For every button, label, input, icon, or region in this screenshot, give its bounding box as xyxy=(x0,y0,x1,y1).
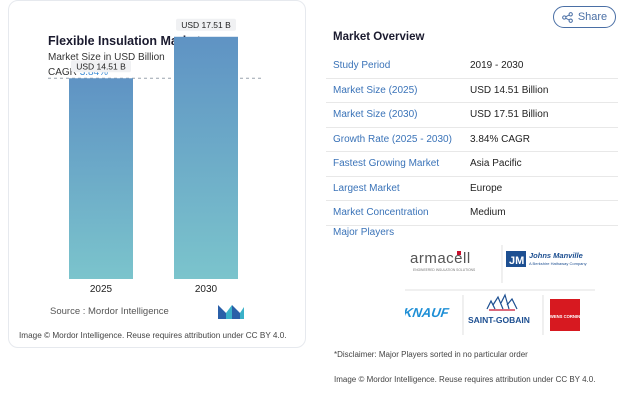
owens-corning-name: OWENS CORNING xyxy=(547,314,584,319)
overview-copyright: Image © Mordor Intelligence. Reuse requi… xyxy=(334,375,596,384)
chart-title: Flexible Insulation Market xyxy=(48,34,201,48)
saint-gobain-name: SAINT-GOBAIN xyxy=(468,315,530,325)
bar-2025 xyxy=(69,78,133,279)
row-key[interactable]: Study Period xyxy=(333,60,391,72)
row-key[interactable]: Market Size (2030) xyxy=(333,109,418,121)
bar-2030 xyxy=(174,36,238,279)
share-button[interactable]: Share xyxy=(553,6,616,28)
cagr-value: 3.84% xyxy=(79,67,109,78)
row-value: Europe xyxy=(470,182,503,194)
cagr-line: CAGR 3.84% xyxy=(48,67,108,78)
data-label: USD 17.51 B xyxy=(181,20,231,30)
chart-subtitle: Market Size in USD Billion xyxy=(48,52,165,63)
knauf-name: KNAUF xyxy=(405,305,451,320)
chart-copyright: Image © Mordor Intelligence. Reuse requi… xyxy=(19,331,287,340)
data-label-bg xyxy=(71,60,131,73)
table-row: Market Concentration Medium xyxy=(326,201,618,226)
row-value: USD 17.51 Billion xyxy=(470,109,549,121)
table-row: Market Size (2030) USD 17.51 Billion xyxy=(326,103,618,128)
table-row: Study Period 2019 - 2030 xyxy=(326,54,618,79)
category-label: 2025 xyxy=(90,284,113,295)
row-key[interactable]: Fastest Growing Market xyxy=(333,158,440,170)
row-value: Asia Pacific xyxy=(470,158,522,170)
share-icon xyxy=(561,11,573,23)
share-label: Share xyxy=(577,11,608,23)
table-row: Fastest Growing Market Asia Pacific xyxy=(326,152,618,177)
mordor-logo-icon xyxy=(218,305,244,319)
knauf-logo: KNAUF xyxy=(405,305,451,320)
row-key[interactable]: Market Size (2025) xyxy=(333,84,418,96)
overview-table: Study Period 2019 - 2030 Market Size (20… xyxy=(326,54,618,226)
saint-gobain-logo: SAINT-GOBAIN xyxy=(468,293,530,325)
owens-corning-logo: OWENS CORNING xyxy=(547,299,584,331)
johns-manville-logo: JM Johns Manville A Berkshire Hathaway C… xyxy=(506,251,587,267)
armacell-tagline: ENGINEERED INSULATION SOLUTIONS xyxy=(413,268,476,272)
data-label-bg xyxy=(176,18,236,31)
table-row: Market Size (2025) USD 14.51 Billion xyxy=(326,79,618,103)
bar-chart: USD 14.51 B 2025 USD 17.51 B 2030 xyxy=(48,18,262,295)
row-value: 2019 - 2030 xyxy=(470,60,524,72)
row-key[interactable]: Market Concentration xyxy=(333,207,429,219)
johns-manville-name: Johns Manville xyxy=(529,251,583,260)
chart-source: Source : Mordor Intelligence xyxy=(50,306,169,317)
category-label: 2030 xyxy=(195,284,218,295)
armacell-logo: armacell ENGINEERED INSULATION SOLUTIONS xyxy=(410,250,476,272)
row-value: Medium xyxy=(470,207,506,219)
row-key[interactable]: Largest Market xyxy=(333,182,400,194)
major-players-logos: armacell ENGINEERED INSULATION SOLUTIONS… xyxy=(405,245,595,335)
table-row: Largest Market Europe xyxy=(326,177,618,201)
data-label: USD 14.51 B xyxy=(76,61,126,71)
major-players-label: Major Players xyxy=(333,227,395,238)
row-key[interactable]: Growth Rate (2025 - 2030) xyxy=(333,133,452,145)
chart-card xyxy=(8,0,306,348)
armacell-name: armacell xyxy=(410,250,471,267)
market-overview-title: Market Overview xyxy=(333,31,425,43)
row-value: USD 14.51 Billion xyxy=(470,84,549,96)
table-row: Growth Rate (2025 - 2030) 3.84% CAGR xyxy=(326,128,618,152)
johns-manville-tagline: A Berkshire Hathaway Company xyxy=(529,261,587,266)
svg-text:JM: JM xyxy=(509,255,524,267)
cagr-label: CAGR xyxy=(48,67,77,78)
row-value: 3.84% CAGR xyxy=(470,133,531,145)
disclaimer-text: *Disclaimer: Major Players sorted in no … xyxy=(334,350,528,359)
